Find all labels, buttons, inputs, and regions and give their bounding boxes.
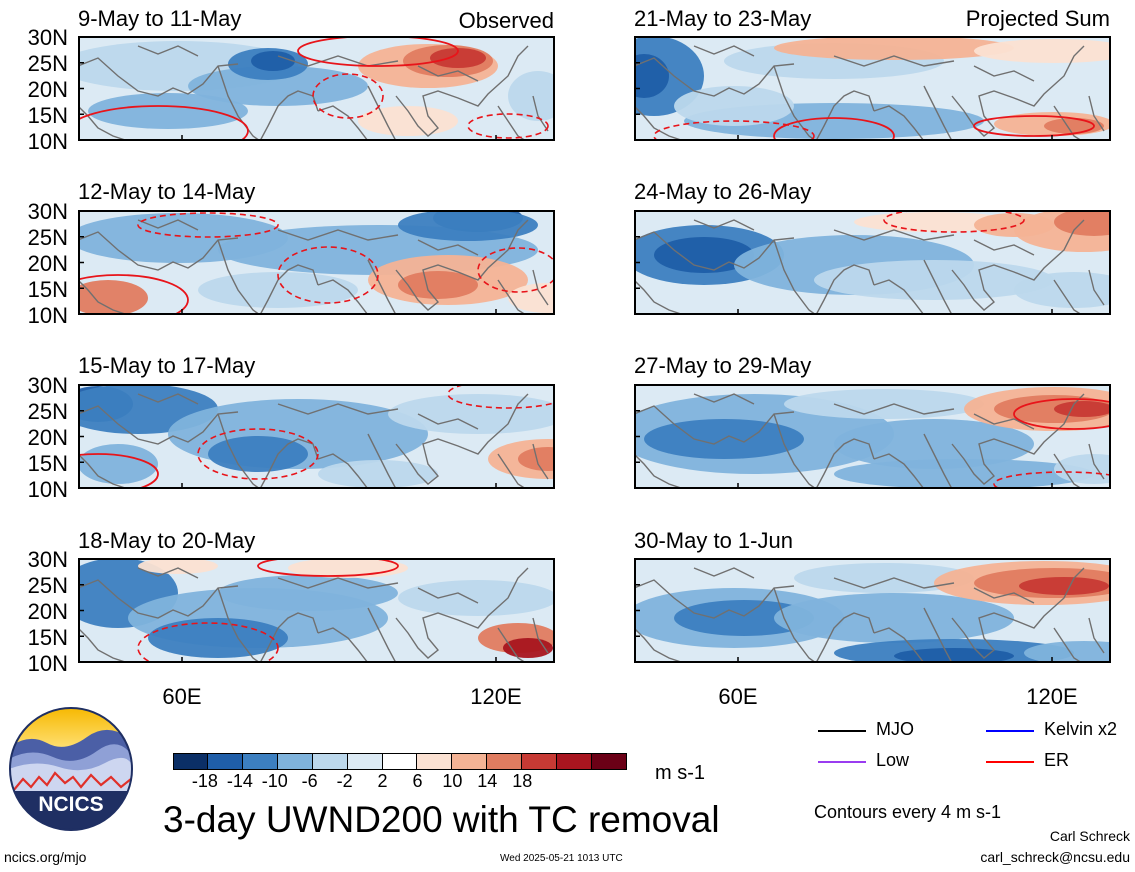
colorbar <box>173 753 627 770</box>
lat-tick: 20N <box>27 599 68 624</box>
map-panel-projected-3 <box>634 384 1111 489</box>
panel-title-right-1: 21-May to 23-May <box>634 6 812 31</box>
panel-title-left-3: 15-May to 17-May <box>78 353 256 378</box>
colorbar-tick-label: 10 <box>442 771 463 791</box>
lat-tick: 15N <box>27 103 68 128</box>
legend-label: ER <box>1044 750 1070 770</box>
contour-note: Contours every 4 m s-1 <box>814 802 1002 822</box>
footer-timestamp: Wed 2025-05-21 1013 UTC <box>500 853 623 864</box>
lat-tick: 15N <box>27 625 68 650</box>
lat-tick: 10N <box>27 303 68 328</box>
map-panel-projected-1 <box>634 36 1111 141</box>
lon-tick-right-60e: 60E <box>718 684 758 709</box>
panel-title-left-4: 18-May to 20-May <box>78 528 256 553</box>
map-panel-observed-2 <box>78 210 555 315</box>
footer-author: Carl Schreck <box>1049 828 1130 844</box>
colorbar-tick-label: 18 <box>512 771 533 791</box>
lon-tick-left-120e: 120E <box>470 684 522 709</box>
legend-swatch <box>986 730 1034 732</box>
observed-label: Observed <box>458 8 554 33</box>
colorbar-tick-label: 14 <box>477 771 498 791</box>
logo-text: NCICS <box>38 793 103 816</box>
projected-sum-label: Projected Sum <box>965 6 1110 31</box>
ncics-logo: NCICS <box>9 707 133 831</box>
colorbar-swatch <box>557 753 593 770</box>
colorbar-swatch <box>522 753 558 770</box>
colorbar-tick-label: 2 <box>377 771 388 791</box>
lat-tick: 25N <box>27 399 68 424</box>
panel-title-left-2: 12-May to 14-May <box>78 179 256 204</box>
colorbar-tick-label: -6 <box>301 771 318 791</box>
colorbar-tick-label: -18 <box>191 771 218 791</box>
colorbar-swatch <box>417 753 453 770</box>
lon-tick-right-120e: 120E <box>1026 684 1078 709</box>
colorbar-swatch <box>487 753 523 770</box>
lat-tick: 10N <box>27 477 68 502</box>
map-panel-projected-2 <box>634 210 1111 315</box>
colorbar-swatch <box>277 753 313 770</box>
map-panel-observed-4 <box>78 558 555 663</box>
colorbar-swatch <box>312 753 348 770</box>
lat-tick: 10N <box>27 651 68 676</box>
legend-swatch <box>818 730 866 732</box>
legend-label: Low <box>876 750 910 770</box>
map-panel-observed-1 <box>78 36 555 141</box>
lat-tick: 30N <box>27 373 68 398</box>
lat-tick: 30N <box>27 199 68 224</box>
footer-url: ncics.org/mjo <box>4 849 87 865</box>
panel-title-right-3: 27-May to 29-May <box>634 353 812 378</box>
map-panel-observed-3 <box>78 384 555 489</box>
lat-tick: 15N <box>27 277 68 302</box>
colorbar-swatch <box>173 753 208 770</box>
colorbar-units: m s-1 <box>655 762 705 784</box>
colorbar-tick-label: -2 <box>336 771 353 791</box>
lat-tick: 15N <box>27 451 68 476</box>
panel-title-left-1: 9-May to 11-May <box>78 6 242 31</box>
panel-title-right-2: 24-May to 26-May <box>634 179 812 204</box>
panel-title-right-4: 30-May to 1-Jun <box>634 528 793 553</box>
lat-tick: 25N <box>27 573 68 598</box>
colorbar-tick-label: 6 <box>412 771 423 791</box>
lat-tick: 20N <box>27 425 68 450</box>
lat-tick: 30N <box>27 547 68 572</box>
lon-tick-left-60e: 60E <box>162 684 202 709</box>
lat-tick: 10N <box>27 129 68 154</box>
colorbar-swatch <box>382 753 418 770</box>
lat-tick: 20N <box>27 77 68 102</box>
legend-swatch <box>818 761 866 763</box>
colorbar-swatch <box>242 753 278 770</box>
legend-label: Kelvin x2 <box>1044 719 1118 739</box>
lat-tick: 25N <box>27 225 68 250</box>
legend-swatch <box>986 761 1034 763</box>
colorbar-tick-label: -10 <box>261 771 288 791</box>
map-panel-projected-4 <box>634 558 1111 663</box>
colorbar-swatch <box>592 753 627 770</box>
lat-tick: 25N <box>27 51 68 76</box>
colorbar-swatch <box>347 753 383 770</box>
lat-tick: 20N <box>27 251 68 276</box>
footer-email: carl_schreck@ncsu.edu <box>980 849 1130 865</box>
colorbar-tick-label: -14 <box>226 771 253 791</box>
lat-tick: 30N <box>27 25 68 50</box>
colorbar-swatch <box>207 753 243 770</box>
legend-label: MJO <box>876 719 914 739</box>
main-title: 3-day UWND200 with TC removal <box>163 799 720 840</box>
colorbar-swatch <box>452 753 488 770</box>
